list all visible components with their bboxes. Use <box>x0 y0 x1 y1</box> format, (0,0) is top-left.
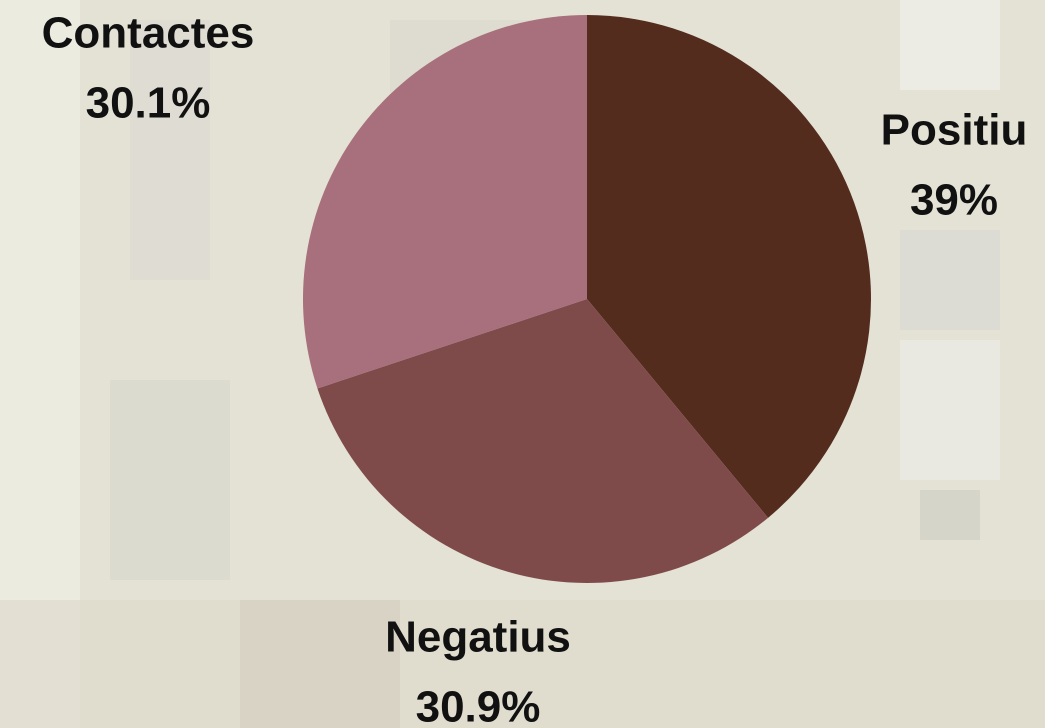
pie-slice <box>587 15 872 518</box>
pie-slice <box>302 15 587 389</box>
pie-slice <box>317 299 769 583</box>
value-label: 30.1% <box>86 79 211 128</box>
value-label: 39% <box>910 176 998 225</box>
slice-label: Negatius <box>385 613 571 662</box>
slice-label: Contactes <box>42 9 255 58</box>
slice-label: Positiu <box>881 106 1028 155</box>
value-label: 30.9% <box>416 683 541 728</box>
